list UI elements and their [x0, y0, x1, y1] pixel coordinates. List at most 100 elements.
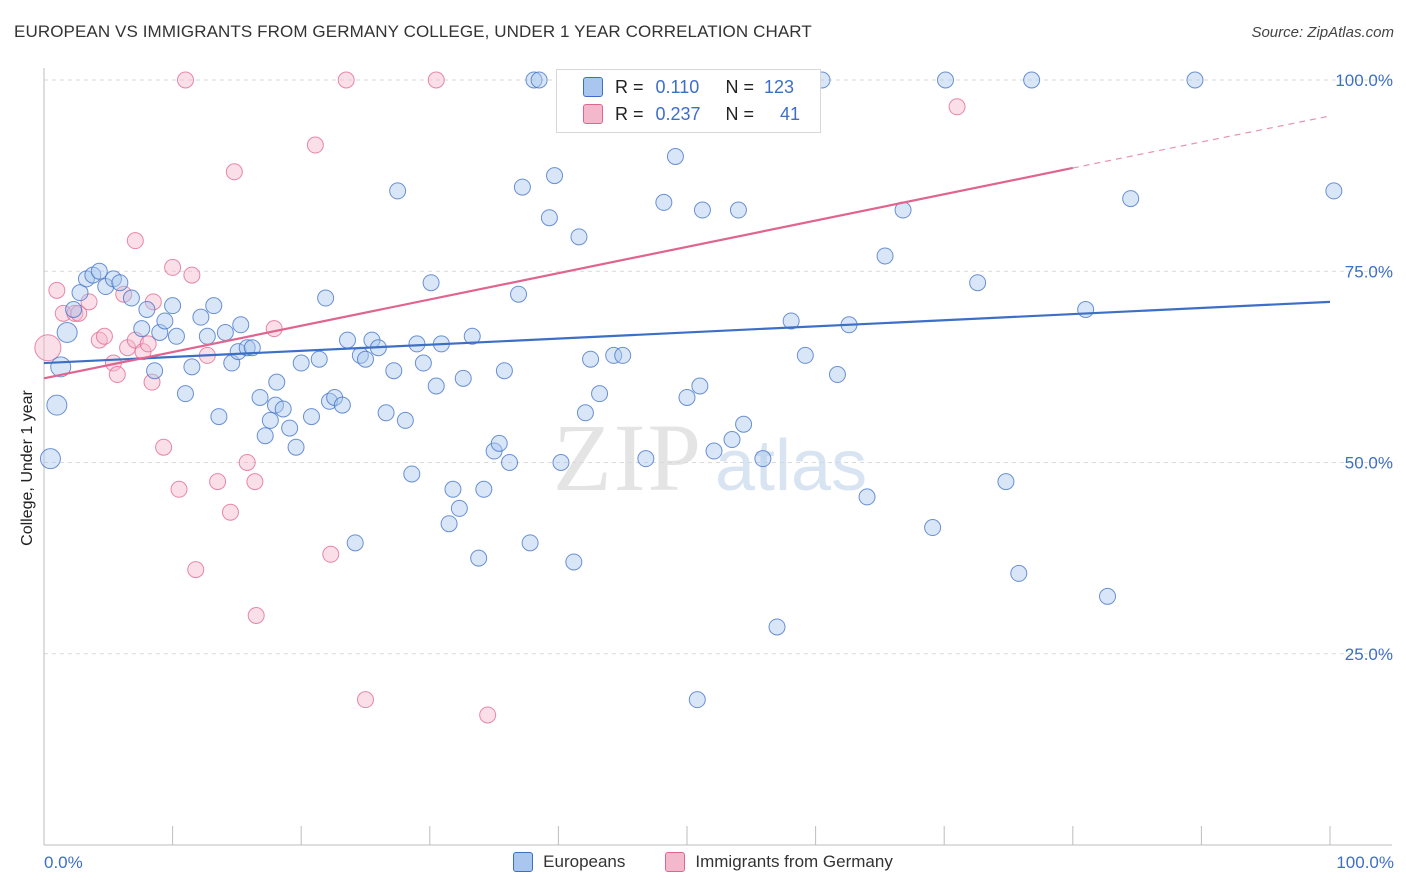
stats-n-value-europeans: 123	[764, 76, 795, 97]
stats-r-value-germany: 0.237	[655, 103, 701, 124]
point-germany	[80, 293, 98, 311]
watermark: ZIP atlas	[553, 404, 867, 511]
point-european	[1010, 564, 1028, 582]
point-european	[229, 343, 247, 361]
point-european	[828, 366, 846, 384]
point-european	[1325, 182, 1343, 200]
point-european	[122, 289, 140, 307]
legend-label-germany: Immigrants from Germany	[695, 852, 893, 871]
point-european	[450, 499, 468, 517]
point-european	[422, 274, 440, 292]
point-european	[274, 400, 292, 418]
point-european	[440, 515, 458, 533]
point-european	[936, 71, 954, 89]
point-germany	[322, 545, 340, 563]
point-european	[997, 473, 1015, 491]
point-european	[176, 385, 194, 403]
point-european	[723, 431, 741, 449]
x-tick-max: 100.0%	[1336, 853, 1394, 872]
point-european	[1023, 71, 1041, 89]
point-european	[565, 553, 583, 571]
point-european	[858, 488, 876, 506]
point-european	[782, 312, 800, 330]
y-tick-label-75: 75.0%	[1345, 262, 1393, 281]
point-european	[521, 534, 539, 552]
point-european	[111, 274, 129, 292]
point-european	[156, 312, 174, 330]
point-european	[232, 316, 250, 334]
point-european	[582, 350, 600, 368]
point-germany	[95, 327, 113, 345]
point-european	[317, 289, 335, 307]
point-european	[705, 442, 723, 460]
point-european	[688, 691, 706, 709]
point-european	[463, 327, 481, 345]
point-european	[90, 262, 108, 280]
point-european	[133, 320, 151, 338]
point-germany	[155, 438, 173, 456]
legend-item-germany[interactable]: Immigrants from Germany	[665, 852, 893, 872]
point-european	[691, 377, 709, 395]
point-european	[530, 71, 548, 89]
legend-item-europeans[interactable]: Europeans	[513, 852, 625, 872]
point-european	[655, 193, 673, 211]
stats-r-label: R =	[615, 76, 644, 97]
point-european	[552, 454, 570, 471]
point-european	[513, 178, 531, 196]
point-european	[268, 373, 286, 391]
point-european	[591, 385, 609, 403]
points-germany	[34, 71, 966, 724]
point-european	[46, 394, 68, 416]
point-european	[281, 419, 299, 437]
point-germany	[176, 71, 194, 89]
point-european	[403, 465, 421, 483]
point-germany	[126, 232, 144, 250]
point-european	[454, 369, 472, 387]
point-germany	[265, 320, 283, 338]
point-european	[164, 297, 182, 315]
point-european	[796, 346, 814, 364]
point-germany	[48, 281, 66, 299]
point-european	[510, 285, 528, 303]
point-european	[1077, 301, 1095, 318]
point-germany	[108, 366, 126, 384]
point-european	[266, 396, 284, 414]
stats-row-germany: R = 0.237 N = 41	[583, 101, 801, 127]
point-european	[292, 354, 310, 372]
point-european	[614, 346, 632, 364]
point-european	[377, 404, 395, 422]
point-germany	[238, 454, 256, 471]
point-european	[1186, 71, 1204, 89]
point-european	[475, 480, 493, 498]
source-label: Source: ZipAtlas.com	[1251, 24, 1394, 41]
point-european	[693, 201, 711, 219]
point-european	[427, 377, 445, 395]
point-european	[287, 438, 305, 456]
point-european	[333, 396, 351, 414]
point-european	[39, 448, 61, 470]
point-germany	[34, 334, 62, 362]
trend-line-germany	[43, 166, 1074, 380]
point-european	[302, 408, 320, 426]
stats-n-value-germany: 41	[780, 103, 801, 124]
point-european	[1122, 190, 1140, 208]
point-european	[238, 339, 256, 357]
y-tick-label-100: 100.0%	[1335, 71, 1393, 90]
point-european	[146, 362, 164, 380]
point-european	[576, 404, 594, 422]
point-european	[768, 618, 786, 636]
point-germany	[183, 266, 201, 284]
point-european	[444, 480, 462, 498]
point-germany	[221, 503, 239, 521]
axes	[43, 68, 1392, 846]
y-tick-labels: 100.0% 75.0% 50.0% 25.0%	[1335, 71, 1393, 664]
legend-label-europeans: Europeans	[543, 852, 626, 871]
point-european	[470, 549, 488, 567]
stats-r-value-europeans: 0.110	[655, 76, 700, 97]
gridlines	[44, 79, 1392, 655]
point-european	[138, 301, 156, 318]
point-european	[216, 323, 234, 341]
point-germany	[948, 98, 966, 116]
point-european	[183, 358, 201, 376]
